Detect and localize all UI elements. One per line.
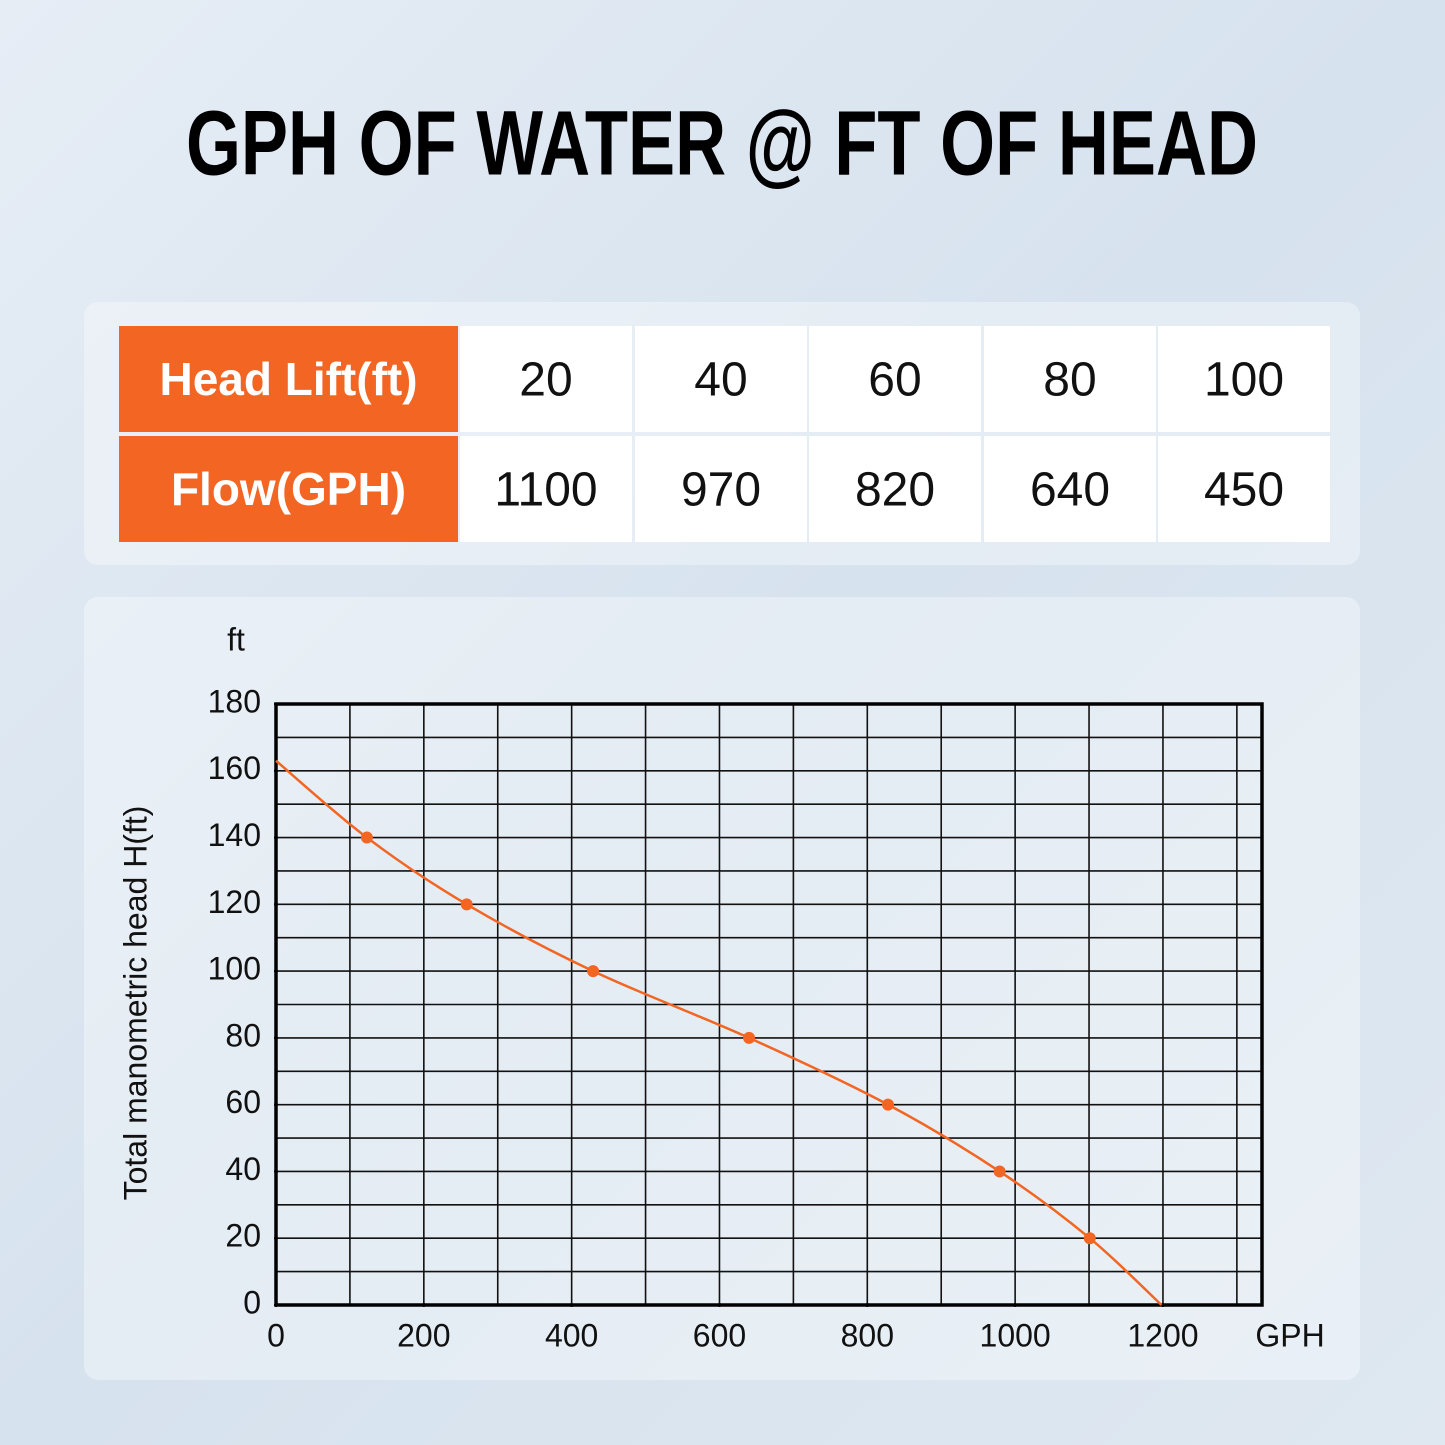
data-point bbox=[743, 1031, 756, 1044]
cell-value: 40 bbox=[694, 354, 747, 407]
chart-panel bbox=[84, 597, 1360, 1380]
data-point bbox=[587, 965, 600, 978]
y-tick-label: 20 bbox=[225, 1218, 261, 1254]
cell-value: 20 bbox=[519, 354, 572, 407]
table-cell bbox=[1158, 326, 1330, 432]
data-point bbox=[882, 1098, 894, 1111]
x-tick-label: 1000 bbox=[980, 1317, 1051, 1353]
y-tick-label: 180 bbox=[208, 683, 261, 719]
x-tick-label: 800 bbox=[841, 1317, 894, 1353]
plot-frame bbox=[274, 702, 1264, 1307]
y-tick-label: 0 bbox=[243, 1284, 261, 1320]
x-tick-label: 200 bbox=[397, 1317, 450, 1353]
x-tick-label: 400 bbox=[545, 1317, 598, 1353]
row-header-cell bbox=[119, 436, 458, 542]
y-tick-label: 140 bbox=[208, 817, 261, 853]
y-tick-label: 80 bbox=[225, 1017, 261, 1053]
data-point bbox=[993, 1165, 1006, 1178]
cell-value: 80 bbox=[1043, 354, 1096, 407]
chart: 0 20 40 60 80 100 120 140 160 180 0 200 400 600 800 100… bbox=[117, 621, 1324, 1353]
table-cell bbox=[809, 326, 981, 432]
y-tick-label: 100 bbox=[208, 951, 261, 987]
cell-value: 100 bbox=[1204, 354, 1284, 407]
table-cell bbox=[809, 436, 981, 542]
row-header: Flow(GPH) bbox=[171, 463, 406, 515]
table-cell bbox=[635, 326, 807, 432]
table-cell bbox=[984, 326, 1156, 432]
y-unit: ft bbox=[227, 621, 245, 657]
table-cell bbox=[635, 436, 807, 542]
page-title: GPH OF WATER @ FT OF HEAD bbox=[186, 92, 1258, 194]
y-tick-label: 40 bbox=[225, 1151, 261, 1187]
y-tick-label: 120 bbox=[208, 884, 261, 920]
row-header: Head Lift(ft) bbox=[159, 353, 417, 405]
cell-value: 640 bbox=[1030, 464, 1110, 517]
x-tick-label: 600 bbox=[693, 1317, 746, 1353]
cell-value: 450 bbox=[1204, 464, 1284, 517]
row-header-cell bbox=[119, 326, 458, 432]
data-point bbox=[1083, 1232, 1096, 1245]
table-cell bbox=[460, 326, 632, 432]
table-cell bbox=[1158, 436, 1330, 542]
x-tick-label: 1200 bbox=[1127, 1317, 1198, 1353]
y-tick-label: 160 bbox=[208, 750, 261, 786]
cell-value: 970 bbox=[681, 464, 761, 517]
data-point bbox=[360, 831, 373, 844]
cell-value: 820 bbox=[855, 464, 935, 517]
cell-value: 60 bbox=[868, 354, 921, 407]
x-tick-label: 0 bbox=[267, 1317, 285, 1353]
y-axis-label: Total manometric head H(ft) bbox=[117, 806, 153, 1201]
cell-value: 1100 bbox=[494, 464, 597, 517]
x-unit: GPH bbox=[1255, 1317, 1324, 1353]
table-cell bbox=[460, 436, 632, 542]
y-tick-label: 60 bbox=[225, 1084, 261, 1120]
data-point bbox=[460, 898, 473, 911]
table-cell bbox=[984, 436, 1156, 542]
table: Head Lift(ft) 20 40 60 80 100 Flow(GPH) 1100 970… bbox=[119, 326, 1330, 542]
